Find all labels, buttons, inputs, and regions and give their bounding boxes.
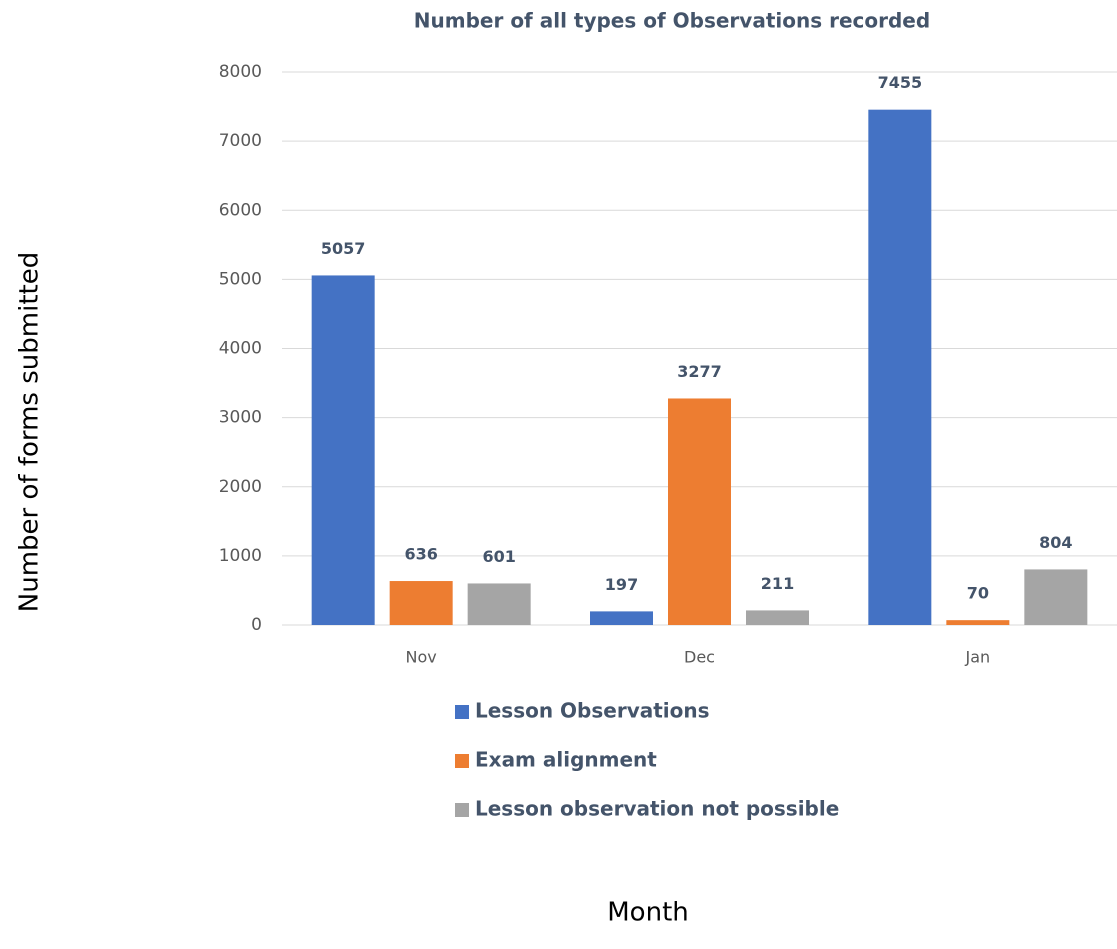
chart-title: Number of all types of Observations reco… — [414, 9, 930, 33]
data-label: 211 — [761, 574, 794, 593]
y-tick-label: 3000 — [219, 408, 262, 428]
data-label: 70 — [967, 584, 989, 603]
bar — [389, 581, 453, 625]
x-tick-label: Jan — [964, 648, 990, 667]
y-tick-label: 2000 — [219, 477, 262, 497]
data-label: 601 — [482, 547, 515, 566]
x-tick-label: Dec — [684, 648, 715, 667]
y-tick-label: 7000 — [219, 131, 262, 151]
bar — [590, 611, 653, 625]
data-label: 7455 — [878, 73, 923, 92]
data-label: 5057 — [321, 239, 366, 258]
y-tick-label: 4000 — [219, 339, 262, 359]
data-label: 3277 — [677, 362, 722, 381]
x-axis-label: Month — [607, 898, 689, 928]
y-tick-label: 1000 — [219, 546, 262, 566]
x-tick-label: Nov — [406, 648, 437, 667]
y-tick-label: 5000 — [219, 269, 262, 289]
legend-label: Lesson observation not possible — [475, 797, 839, 821]
legend-swatch — [455, 705, 469, 719]
bar — [746, 610, 809, 625]
bar — [868, 109, 932, 626]
bar — [467, 583, 531, 625]
legend-swatch — [455, 803, 469, 817]
y-axis-label: Number of forms submitted — [15, 252, 45, 612]
data-label: 197 — [605, 575, 638, 594]
legend-label: Exam alignment — [475, 748, 657, 772]
data-label: 804 — [1039, 533, 1072, 552]
bar — [668, 398, 731, 625]
bar — [946, 620, 1010, 625]
data-label: 636 — [404, 545, 437, 564]
y-tick-label: 6000 — [219, 200, 262, 220]
bar — [1024, 569, 1088, 625]
legend-swatch — [455, 754, 469, 768]
y-tick-label: 0 — [251, 615, 262, 635]
bar — [311, 275, 375, 625]
legend-label: Lesson Observations — [475, 699, 710, 723]
y-tick-label: 8000 — [219, 62, 262, 82]
